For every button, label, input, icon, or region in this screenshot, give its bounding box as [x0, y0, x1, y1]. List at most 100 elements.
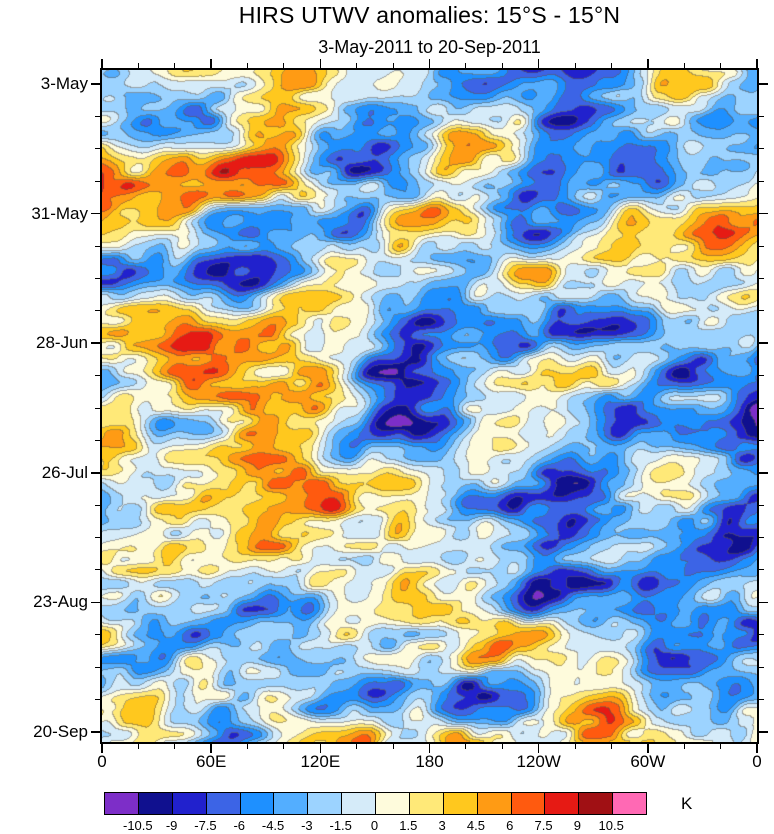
colorbar-unit-label: K	[681, 794, 693, 813]
colorbar-segment	[613, 793, 646, 814]
y-axis-minor-tick	[95, 666, 100, 668]
x-axis-minor-tick	[720, 63, 722, 68]
colorbar-tick-label: 7.5	[534, 818, 553, 833]
y-axis-tick-label: 26-Jul	[41, 462, 88, 482]
colorbar-tick-label: 9	[573, 818, 581, 833]
y-axis-minor-tick	[759, 277, 764, 279]
x-axis-major-tick	[647, 59, 649, 68]
y-axis-minor-tick	[95, 569, 100, 571]
x-axis-major-tick	[756, 59, 758, 68]
colorbar-segment	[477, 793, 512, 814]
x-axis-major-tick	[210, 59, 212, 68]
x-axis-minor-tick	[283, 744, 285, 749]
x-axis-tick-label: 0	[752, 752, 762, 771]
y-axis-minor-tick	[759, 407, 764, 409]
x-axis-minor-tick	[683, 63, 685, 68]
x-axis-minor-tick	[247, 744, 249, 749]
y-axis-minor-tick	[759, 634, 764, 636]
y-axis-tick-label: 20-Sep	[33, 721, 88, 741]
x-axis-minor-tick	[501, 63, 503, 68]
y-axis-major-tick	[91, 471, 100, 474]
colorbar-segment	[342, 793, 376, 814]
y-axis-minor-tick	[759, 699, 764, 701]
x-axis-major-tick	[537, 744, 540, 753]
anomaly-field-canvas	[102, 70, 757, 742]
y-axis-minor-tick	[95, 310, 100, 312]
colorbar-tick-label: 1.5	[399, 818, 418, 833]
x-axis-minor-tick	[574, 744, 576, 749]
x-axis-minor-tick	[683, 744, 685, 749]
x-axis-tick-label: 120W	[516, 752, 561, 771]
y-axis-major-tick	[91, 212, 100, 215]
y-axis-major-tick	[759, 342, 768, 345]
colorbar-tick-label: 0	[370, 818, 379, 833]
y-axis-minor-tick	[759, 310, 764, 312]
colorbar-segment	[545, 793, 580, 814]
y-axis-major-tick	[91, 731, 100, 733]
colorbar-segment	[206, 793, 241, 814]
colorbar-tick-label: 6	[506, 818, 514, 833]
y-axis-major-tick	[759, 212, 768, 215]
y-axis-minor-tick	[759, 375, 764, 377]
x-axis-minor-tick	[174, 63, 176, 68]
x-axis-minor-tick	[465, 63, 467, 68]
y-axis-minor-tick	[759, 116, 764, 117]
colorbar-segment	[274, 793, 309, 814]
y-axis-minor-tick	[759, 148, 764, 150]
x-axis-tick-label: 60W	[630, 752, 666, 771]
y-axis-minor-tick	[95, 245, 100, 247]
colorbar-tick-label: 3	[438, 818, 446, 833]
colorbar-segment	[240, 793, 275, 814]
y-axis-major-tick	[759, 83, 768, 85]
y-axis-minor-tick	[759, 245, 764, 247]
colorbar-tick-label: -10.5	[122, 818, 153, 833]
x-axis-major-tick	[537, 59, 540, 68]
y-axis-minor-tick	[95, 375, 100, 377]
y-axis-major-tick	[759, 471, 768, 474]
y-axis-major-tick	[759, 601, 768, 604]
colorbar-tick-label: -9	[165, 818, 178, 833]
y-axis-minor-tick	[95, 439, 100, 441]
y-axis-minor-tick	[95, 634, 100, 636]
y-axis-minor-tick	[95, 148, 100, 150]
colorbar-segment	[138, 793, 173, 814]
x-axis-minor-tick	[283, 63, 285, 68]
x-axis-major-tick	[647, 744, 649, 753]
y-axis-minor-tick	[95, 537, 100, 539]
x-axis-minor-tick	[392, 744, 394, 749]
y-axis-minor-tick	[95, 277, 100, 279]
y-axis-minor-tick	[95, 180, 100, 182]
colorbar-segment	[105, 793, 139, 814]
colorbar-segment	[172, 793, 207, 814]
y-axis-minor-tick	[759, 569, 764, 571]
x-axis-minor-tick	[574, 63, 576, 68]
chart-subtitle: 3-May-2011 to 20-Sep-2011	[318, 37, 541, 57]
x-axis-minor-tick	[501, 744, 503, 749]
colorbar-segment	[308, 793, 343, 814]
y-axis-minor-tick	[759, 504, 764, 506]
x-axis-minor-tick	[356, 744, 358, 749]
x-axis-tick-label: 0	[97, 752, 107, 771]
y-axis-major-tick	[759, 731, 768, 733]
x-axis-major-tick	[428, 59, 431, 68]
x-axis-minor-tick	[247, 63, 249, 68]
colorbar-tick-label: -4.5	[261, 818, 285, 833]
x-axis-minor-tick	[356, 63, 358, 68]
colorbar-segment	[376, 793, 410, 814]
y-axis-minor-tick	[759, 537, 764, 539]
colorbar-tick-label: -7.5	[194, 818, 217, 833]
y-axis-tick-label: 3-May	[40, 74, 88, 94]
y-axis-minor-tick	[759, 180, 764, 182]
y-axis-major-tick	[91, 601, 100, 604]
x-axis-tick-label: 60E	[196, 752, 227, 771]
colorbar-segment	[409, 793, 444, 814]
colorbar-tick-label: 10.5	[598, 818, 624, 833]
y-axis-major-tick	[91, 342, 100, 345]
x-axis-major-tick	[756, 744, 758, 753]
chart-title: HIRS UTWV anomalies: 15°S - 15°N	[238, 2, 621, 28]
plot-area	[100, 68, 759, 744]
y-axis-major-tick	[91, 83, 100, 85]
x-axis-minor-tick	[610, 63, 612, 68]
y-axis-minor-tick	[95, 407, 100, 409]
